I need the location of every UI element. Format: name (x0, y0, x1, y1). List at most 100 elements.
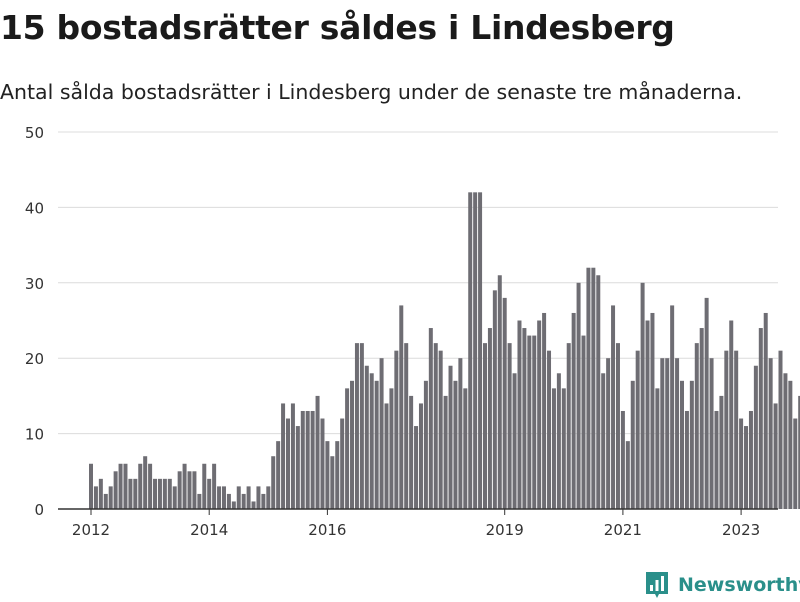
bar (537, 320, 542, 509)
bar (295, 426, 300, 509)
bar (103, 493, 108, 509)
bar (684, 410, 689, 509)
bar (246, 486, 251, 509)
bar (620, 410, 625, 509)
bar (601, 373, 606, 509)
bar (226, 493, 231, 509)
bar (305, 410, 310, 509)
bar (212, 463, 217, 509)
bar (689, 380, 694, 509)
bar (556, 373, 561, 509)
bar (675, 358, 680, 509)
bar (172, 486, 177, 509)
bar (143, 456, 148, 509)
bar (423, 380, 428, 509)
bar (709, 358, 714, 509)
y-tick-label: 10 (25, 426, 44, 444)
bar (404, 343, 409, 509)
bar (133, 478, 138, 509)
bar (768, 358, 773, 509)
bar (202, 463, 207, 509)
bar (315, 395, 320, 509)
bar (561, 388, 566, 509)
bar (113, 471, 118, 509)
bar (281, 403, 286, 509)
bar (512, 373, 517, 509)
bar (241, 493, 246, 509)
x-tick-label: 2014 (190, 521, 228, 539)
bar (596, 275, 601, 509)
y-tick-label: 20 (25, 350, 44, 368)
bar (192, 471, 197, 509)
bar (478, 192, 483, 509)
x-tick-label: 2019 (486, 521, 524, 539)
bar (359, 343, 364, 509)
bar (655, 388, 660, 509)
bar (591, 267, 596, 509)
bar (162, 478, 167, 509)
bar (694, 343, 699, 509)
bar (157, 478, 162, 509)
bar (389, 388, 394, 509)
bar (645, 320, 650, 509)
bar (606, 358, 611, 509)
bar (300, 410, 305, 509)
bar (758, 328, 763, 509)
bar (89, 463, 93, 509)
bar (187, 471, 192, 509)
bar (138, 463, 143, 509)
bar (428, 328, 433, 509)
bar (236, 486, 241, 509)
bar (261, 493, 266, 509)
bar (571, 312, 576, 509)
bar (123, 463, 128, 509)
bar (492, 290, 497, 509)
bar (680, 380, 684, 509)
bar (350, 380, 355, 509)
bar (542, 312, 547, 509)
bar (340, 418, 345, 509)
bar (290, 403, 295, 509)
bar (108, 486, 113, 509)
bar (527, 335, 532, 509)
bar (438, 350, 443, 509)
bar (364, 365, 369, 509)
bar (704, 297, 709, 509)
bar (177, 471, 182, 509)
x-tick-label: 2016 (308, 521, 346, 539)
bar (665, 358, 670, 509)
bar (256, 486, 261, 509)
bar (153, 478, 158, 509)
brand-name: Newsworthy (678, 574, 800, 596)
bar (221, 486, 226, 509)
bar (517, 320, 522, 509)
bar (522, 328, 527, 509)
bar (394, 350, 399, 509)
bar (98, 478, 103, 509)
bar (547, 350, 552, 509)
chart-subtitle: Antal sålda bostadsrätter i Lindesberg u… (0, 80, 743, 104)
bar (433, 343, 438, 509)
brand-logo[interactable]: Newsworthy (644, 568, 800, 602)
bar (650, 312, 655, 509)
bar (325, 441, 330, 509)
bar (93, 486, 98, 509)
bar (354, 343, 359, 509)
bar (335, 441, 340, 509)
bar (330, 456, 335, 509)
bar (483, 343, 487, 509)
bar (207, 478, 212, 509)
bar (744, 426, 749, 509)
bar (473, 192, 478, 509)
bar (778, 350, 783, 509)
bar (532, 335, 537, 509)
bar (551, 388, 556, 509)
bar (753, 365, 758, 509)
bar (640, 282, 645, 509)
bar (271, 456, 276, 509)
newsworthy-logo-icon (646, 572, 668, 598)
bar (581, 335, 586, 509)
bar (487, 328, 492, 509)
bar (635, 350, 640, 509)
